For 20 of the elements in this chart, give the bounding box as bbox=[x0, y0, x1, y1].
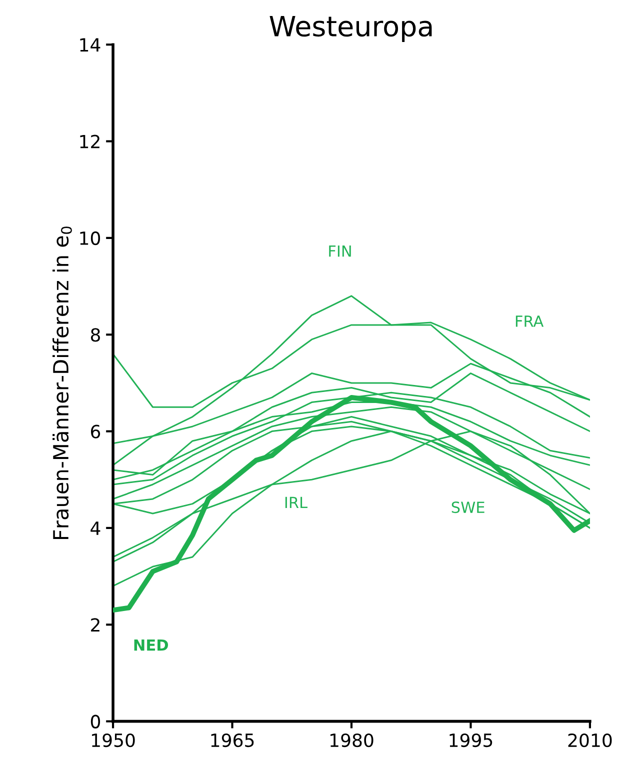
x-tick-label: 1995 bbox=[450, 733, 492, 748]
y-tick-label: 4 bbox=[90, 522, 100, 535]
x-tick-label: 1965 bbox=[211, 733, 254, 748]
y-tick-label: 10 bbox=[80, 231, 100, 246]
series-label: IRL bbox=[285, 496, 308, 508]
text: FIN bbox=[329, 246, 351, 257]
x-tick-label: 2010 bbox=[568, 733, 612, 748]
y-tick-label: 8 bbox=[90, 328, 100, 342]
y-axis-title: Frauen-Männer-Differenz in e$_{0}$ bbox=[52, 226, 72, 540]
text: FRA bbox=[516, 316, 544, 327]
y-tick-label: 6 bbox=[90, 424, 100, 438]
y-tick-label: 12 bbox=[80, 134, 100, 148]
x-tick-label: 1980 bbox=[330, 733, 374, 748]
x-tick-label: 1950 bbox=[92, 733, 135, 748]
y-tick-label: 0 bbox=[90, 714, 100, 728]
y-tick-label: 2 bbox=[91, 618, 100, 632]
text: NED bbox=[134, 639, 168, 651]
chart-title: Westeuropa bbox=[270, 16, 432, 42]
y-tick-label: 14 bbox=[80, 38, 100, 52]
text: SWE bbox=[452, 502, 484, 514]
